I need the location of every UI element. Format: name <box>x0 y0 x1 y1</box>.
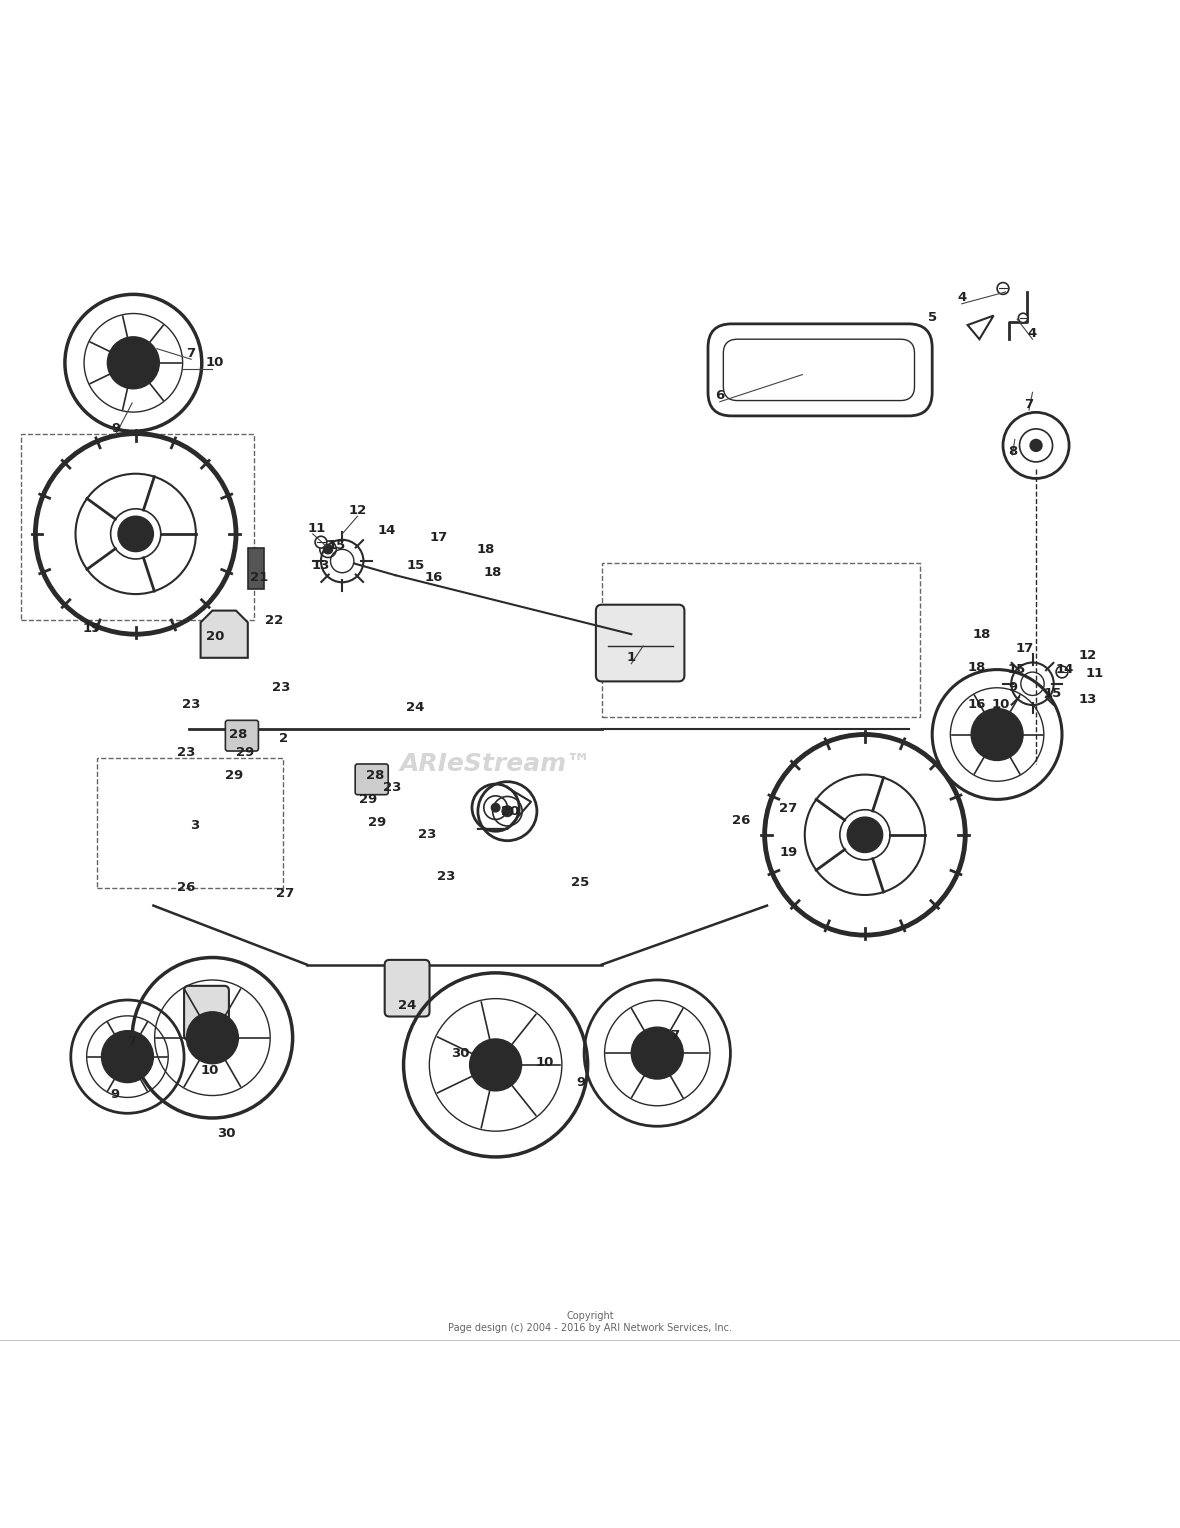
Circle shape <box>631 1027 683 1079</box>
Text: 15: 15 <box>327 539 346 552</box>
Text: 23: 23 <box>177 746 196 759</box>
Text: 15: 15 <box>406 559 425 573</box>
Text: 16: 16 <box>968 698 986 712</box>
Text: 13: 13 <box>312 559 330 573</box>
Text: 23: 23 <box>271 681 290 694</box>
Text: Copyright: Copyright <box>566 1311 614 1322</box>
Text: 28: 28 <box>229 727 248 741</box>
Text: 5: 5 <box>927 312 937 324</box>
Text: 14: 14 <box>378 524 396 536</box>
Text: 7: 7 <box>670 1028 680 1042</box>
Text: 29: 29 <box>224 769 243 782</box>
Text: 29: 29 <box>368 816 387 830</box>
Text: 9: 9 <box>1008 681 1017 694</box>
Text: 27: 27 <box>276 888 295 900</box>
Text: 24: 24 <box>406 701 425 714</box>
Bar <box>248 549 264 590</box>
Text: 29: 29 <box>236 746 255 759</box>
Text: 3: 3 <box>190 819 199 831</box>
Circle shape <box>847 817 883 853</box>
Text: 11: 11 <box>1086 666 1104 680</box>
Text: 15: 15 <box>1008 663 1027 675</box>
FancyBboxPatch shape <box>184 986 229 1041</box>
Text: 20: 20 <box>500 805 519 817</box>
Text: 23: 23 <box>382 781 401 795</box>
Circle shape <box>186 1012 238 1063</box>
Text: 17: 17 <box>1015 642 1034 656</box>
Circle shape <box>118 516 153 552</box>
Text: 7: 7 <box>127 1034 137 1048</box>
Text: 27: 27 <box>779 802 798 816</box>
Text: 20: 20 <box>205 630 224 643</box>
Circle shape <box>653 1048 662 1057</box>
FancyBboxPatch shape <box>355 764 388 795</box>
Text: 17: 17 <box>430 530 448 544</box>
Circle shape <box>491 804 500 811</box>
Text: Page design (c) 2004 - 2016 by ARI Network Services, Inc.: Page design (c) 2004 - 2016 by ARI Netwo… <box>448 1323 732 1332</box>
Text: ARIeStream™: ARIeStream™ <box>400 752 591 776</box>
Text: 21: 21 <box>250 571 269 584</box>
Text: 10: 10 <box>205 356 224 370</box>
Text: 1: 1 <box>627 651 636 665</box>
Text: 26: 26 <box>177 882 196 894</box>
Text: 7: 7 <box>1024 397 1034 411</box>
Text: 10: 10 <box>201 1065 219 1077</box>
Text: 30: 30 <box>217 1126 236 1140</box>
Circle shape <box>470 1039 522 1091</box>
Text: 7: 7 <box>186 347 196 361</box>
Circle shape <box>997 283 1009 295</box>
Text: 23: 23 <box>182 698 201 712</box>
Circle shape <box>992 730 1002 740</box>
Text: 10: 10 <box>536 1056 555 1070</box>
Text: 18: 18 <box>477 542 496 556</box>
Text: 11: 11 <box>307 521 326 535</box>
Circle shape <box>1018 313 1028 322</box>
Text: 25: 25 <box>571 876 590 888</box>
Text: 4: 4 <box>957 292 966 304</box>
Text: 19: 19 <box>83 622 101 634</box>
Text: 19: 19 <box>779 847 798 859</box>
Text: 9: 9 <box>111 422 120 435</box>
Text: 9: 9 <box>576 1076 585 1089</box>
Text: 8: 8 <box>1008 445 1017 458</box>
Circle shape <box>101 1031 153 1083</box>
Circle shape <box>315 536 327 549</box>
Text: 23: 23 <box>437 869 455 883</box>
Text: 15: 15 <box>1043 686 1062 700</box>
Circle shape <box>971 709 1023 761</box>
Text: 10: 10 <box>991 698 1010 712</box>
FancyBboxPatch shape <box>225 720 258 752</box>
Text: 16: 16 <box>425 571 444 584</box>
Circle shape <box>1030 440 1042 451</box>
Text: 14: 14 <box>1055 663 1074 675</box>
Circle shape <box>323 544 333 555</box>
Text: 30: 30 <box>451 1047 470 1059</box>
Polygon shape <box>201 611 248 657</box>
Text: 12: 12 <box>1079 649 1097 662</box>
Text: 22: 22 <box>264 614 283 626</box>
Circle shape <box>107 336 159 388</box>
Text: 18: 18 <box>484 567 503 579</box>
Text: 2: 2 <box>278 732 288 744</box>
FancyBboxPatch shape <box>385 960 430 1016</box>
Text: 13: 13 <box>1079 692 1097 706</box>
Circle shape <box>502 805 512 816</box>
Text: 29: 29 <box>359 793 378 805</box>
Text: 18: 18 <box>968 660 986 674</box>
Text: 24: 24 <box>398 999 417 1013</box>
Circle shape <box>1056 666 1068 678</box>
Text: 6: 6 <box>715 390 725 402</box>
Text: 9: 9 <box>110 1088 119 1100</box>
Circle shape <box>490 1059 502 1071</box>
Text: 26: 26 <box>732 814 750 827</box>
Text: 23: 23 <box>418 828 437 842</box>
Text: 28: 28 <box>366 769 385 782</box>
Text: 18: 18 <box>972 628 991 640</box>
FancyBboxPatch shape <box>596 605 684 681</box>
Text: 12: 12 <box>348 504 367 516</box>
Text: 4: 4 <box>1028 327 1037 339</box>
